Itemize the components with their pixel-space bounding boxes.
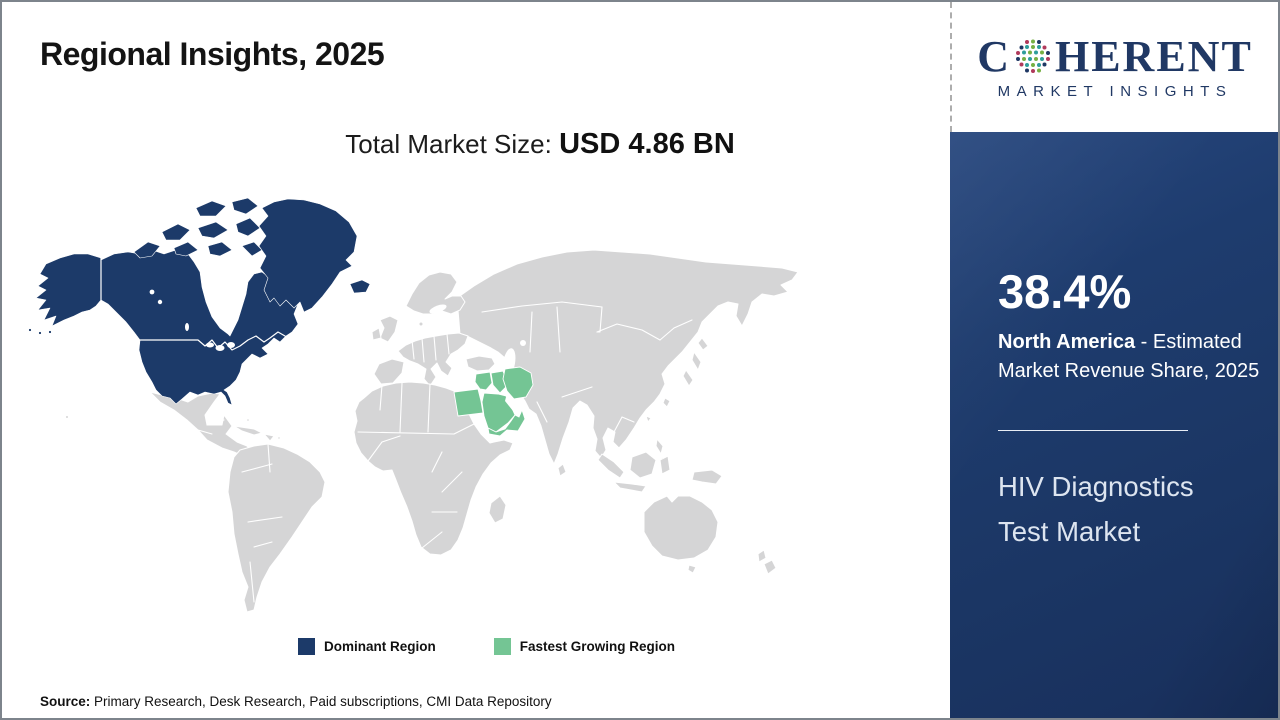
landmass-sumatra bbox=[597, 453, 625, 479]
landmass-philippines bbox=[655, 438, 664, 455]
country-iran bbox=[502, 366, 534, 400]
border-usa-canada bbox=[139, 331, 286, 351]
region-north-america bbox=[28, 197, 371, 406]
island-dot bbox=[246, 418, 250, 422]
landmass-japan bbox=[697, 337, 709, 351]
great-lakes bbox=[215, 345, 225, 351]
landmass-scandinavia bbox=[405, 271, 466, 315]
main-panel: Regional Insights, 2025 Total Market Siz… bbox=[2, 2, 950, 718]
fastest-region-swatch bbox=[493, 638, 511, 655]
landmass-ireland bbox=[371, 327, 382, 341]
dominant-region-label: Dominant Region bbox=[324, 639, 436, 654]
landmass-south-america bbox=[227, 443, 326, 613]
landmass-tasmania bbox=[687, 564, 697, 574]
landmass-japan2 bbox=[691, 351, 702, 371]
landmass-new-zealand bbox=[757, 549, 767, 563]
logo-letter-c: C bbox=[977, 31, 1011, 81]
legend-item-dominant: Dominant Region bbox=[298, 638, 436, 655]
island-dot bbox=[65, 415, 69, 419]
country-greenland bbox=[258, 198, 358, 313]
landmass-madagascar bbox=[488, 495, 507, 524]
landmass-japan3 bbox=[682, 369, 694, 387]
stat-description: North America - Estimated Market Revenue… bbox=[998, 328, 1262, 386]
stat-region: North America bbox=[998, 331, 1136, 353]
world-map bbox=[28, 197, 799, 613]
market-size-label: Total Market Size: bbox=[345, 129, 560, 159]
island-dot bbox=[418, 321, 424, 327]
sidebar-divider bbox=[998, 430, 1188, 431]
legend-item-fastest: Fastest Growing Region bbox=[493, 638, 676, 655]
landmass-hispaniola bbox=[263, 433, 275, 442]
landmass-new-zealand2 bbox=[763, 559, 777, 575]
landmass-australia bbox=[643, 495, 719, 561]
fastest-region-label: Fastest Growing Region bbox=[519, 639, 676, 654]
logo-letters-rest: HERENT bbox=[1054, 31, 1253, 81]
great-lakes bbox=[206, 342, 214, 348]
globe-dots-icon bbox=[1015, 39, 1050, 73]
landmass-srilanka bbox=[557, 463, 567, 477]
landmass-mexico bbox=[149, 391, 253, 458]
landmass-hainan bbox=[645, 415, 652, 423]
landmass-iberia bbox=[373, 358, 405, 385]
market-name: HIV Diagnostics Test Market bbox=[998, 471, 1194, 547]
legend: Dominant Region Fastest Growing Region bbox=[298, 638, 675, 655]
landmass-europe bbox=[397, 332, 469, 387]
persian-gulf bbox=[505, 397, 516, 411]
logo-wordmark: C HERENT bbox=[977, 31, 1253, 81]
landmass-cuba bbox=[233, 425, 263, 436]
source-line: Source: Primary Research, Desk Research,… bbox=[40, 694, 552, 709]
landmass-britain bbox=[379, 315, 399, 343]
market-size-subtitle: Total Market Size: USD 4.86 BN bbox=[2, 128, 950, 161]
black-sea bbox=[462, 346, 484, 356]
region-middle-east bbox=[453, 366, 534, 437]
baltic-sea bbox=[429, 304, 447, 314]
country-borders bbox=[197, 301, 693, 603]
stat-value: 38.4% bbox=[998, 265, 1132, 318]
sidebar: 38.4% North America - Estimated Market R… bbox=[950, 132, 1278, 718]
logo: C HERENT MARKET INSIGHTS bbox=[950, 2, 1278, 132]
country-egypt bbox=[453, 388, 484, 417]
country-canada-usa bbox=[100, 249, 299, 406]
dominant-region-swatch bbox=[298, 638, 315, 655]
landmass-turkey bbox=[465, 355, 496, 372]
landmass-java bbox=[613, 481, 647, 493]
stat-desc-text: - Estimated Market Revenue Share, 2025 bbox=[998, 331, 1260, 382]
logo-tagline: MARKET INSIGHTS bbox=[997, 82, 1233, 100]
aral-sea bbox=[520, 340, 526, 346]
island-dot bbox=[277, 436, 281, 440]
source-label: Source: bbox=[40, 694, 91, 709]
country-yemen-oman bbox=[487, 409, 526, 437]
market-size-value: USD 4.86 BN bbox=[559, 128, 735, 160]
landmass-taiwan bbox=[662, 397, 671, 408]
country-iceland bbox=[349, 279, 371, 294]
landmass-borneo bbox=[629, 451, 657, 479]
page-title: Regional Insights, 2025 bbox=[40, 36, 385, 72]
landmass-new-guinea bbox=[691, 469, 723, 485]
landmass-sulawesi bbox=[659, 455, 671, 475]
country-alaska bbox=[35, 253, 102, 327]
source-text: Primary Research, Desk Research, Paid su… bbox=[90, 694, 552, 709]
country-levant bbox=[474, 371, 493, 391]
